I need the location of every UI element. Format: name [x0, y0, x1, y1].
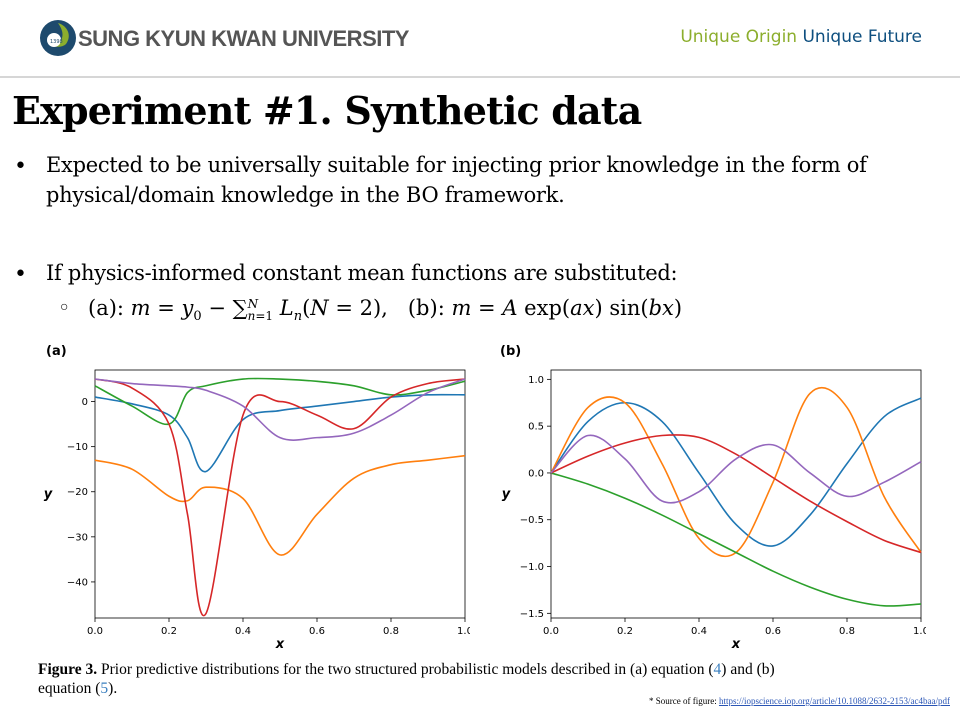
header-divider: [0, 76, 960, 78]
figure-source: * Source of figure: https://iopscience.i…: [649, 696, 950, 706]
y-tick-label: 1.0: [528, 375, 544, 386]
y-tick-label: −1.0: [520, 562, 544, 573]
caption-label: Figure 3.: [38, 661, 98, 678]
series-line-1: [550, 397, 922, 547]
university-logo: 1398: [40, 20, 76, 56]
caption-ref-5[interactable]: 5: [100, 680, 109, 697]
caption-text-1: Prior predictive distributions for the t…: [97, 661, 714, 678]
series-line-5: [550, 434, 922, 504]
x-tick-label: 1.0: [457, 626, 470, 637]
bullet-1-line-2: physical/domain knowledge in the BO fram…: [46, 183, 565, 207]
equation-line: (a): m = y0 − ∑N n=1 Ln(N = 2), (b): m = …: [88, 296, 683, 325]
slogan-future: Unique Future: [802, 27, 922, 47]
bullet-dot: •: [14, 262, 27, 287]
slide-header: 1398 SUNG KYUN KWAN UNIVERSITY Unique Or…: [0, 0, 960, 78]
y-tick-label: −10: [67, 442, 88, 453]
source-link[interactable]: https://iopscience.iop.org/article/10.10…: [718, 696, 950, 706]
plot-frame: [94, 369, 466, 619]
caption-text-4: ).: [108, 680, 118, 697]
slide-title: Experiment #1. Synthetic data: [12, 88, 642, 133]
y-axis-label: y: [502, 487, 511, 502]
source-prefix: * Source of figure:: [648, 696, 719, 706]
chart-b: 0.0 0.2 0.4 0.6 0.8 1.0 1.0 0.5 0.0 −0.5 −1.0 −1.5 x…: [502, 369, 926, 650]
series-line-4: [94, 378, 466, 617]
caption-text-2: ) and (b): [721, 661, 775, 678]
y-tick-label: −1.5: [520, 609, 544, 620]
x-tick-label: 0.8: [383, 626, 399, 637]
series-line-1: [94, 393, 466, 473]
sub-bullet-circle: ○: [60, 300, 69, 315]
caption-ref-4[interactable]: 4: [713, 661, 722, 678]
bullet-1-line-1: Expected to be universally suitable for …: [46, 153, 867, 177]
chart-a: 0.0 0.2 0.4 0.6 0.8 1.0 0 −10 −20 −30 −40 x y: [44, 369, 470, 650]
bullet-dot: •: [14, 154, 27, 179]
series-line-2: [550, 387, 922, 558]
x-tick-label: 0.8: [839, 626, 855, 637]
y-tick-label: 0.0: [528, 468, 544, 479]
panel-a-label: (a): [46, 344, 67, 359]
figure-caption: Figure 3. Prior predictive distributions…: [38, 660, 878, 698]
x-tick-label: 0.0: [87, 626, 103, 637]
bullet-2-line-1: If physics-informed constant mean functi…: [46, 261, 678, 285]
series-line-2: [94, 454, 466, 556]
x-tick-label: 0.0: [543, 626, 559, 637]
eq-a-prefix: (a):: [88, 296, 131, 320]
eq-b-prefix: (b):: [407, 296, 452, 320]
x-axis-label: x: [275, 637, 285, 650]
x-tick-label: 0.4: [691, 626, 707, 637]
slogan: Unique Origin Unique Future: [680, 27, 922, 47]
plot-frame: [550, 369, 922, 619]
y-tick-label: −30: [67, 532, 88, 543]
university-name: SUNG KYUN KWAN UNIVERSITY: [78, 26, 409, 51]
y-tick-label: −40: [67, 577, 88, 588]
y-tick-label: −20: [67, 487, 88, 498]
y-tick-label: −0.5: [520, 515, 544, 526]
caption-text-3: equation (: [38, 680, 101, 697]
x-tick-label: 0.6: [765, 626, 781, 637]
x-tick-label: 0.6: [309, 626, 325, 637]
logo-year: 1398: [50, 39, 63, 45]
y-tick-label: 0.5: [528, 422, 544, 433]
x-tick-label: 1.0: [913, 626, 926, 637]
y-tick-label: 0: [82, 397, 88, 408]
y-axis-label: y: [44, 487, 53, 502]
x-axis-label: x: [731, 637, 741, 650]
series-line-3: [550, 472, 922, 607]
panel-b-label: (b): [500, 344, 522, 359]
slogan-origin: Unique Origin: [680, 27, 798, 47]
series-line-4: [550, 434, 922, 554]
x-tick-label: 0.4: [235, 626, 251, 637]
x-tick-label: 0.2: [161, 626, 177, 637]
x-tick-label: 0.2: [617, 626, 633, 637]
series-line-5: [94, 378, 466, 441]
